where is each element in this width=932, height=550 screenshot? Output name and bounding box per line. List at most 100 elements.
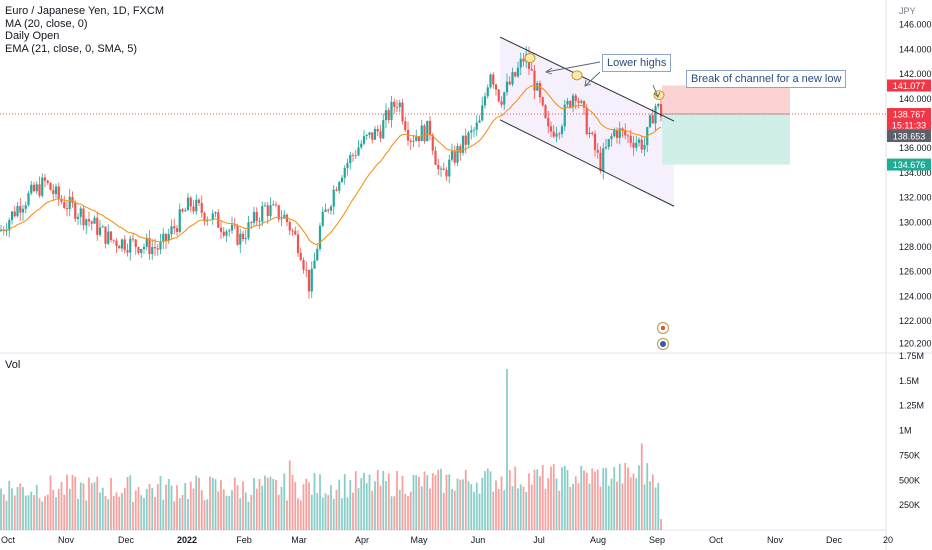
volume-bar xyxy=(231,490,233,530)
volume-bar xyxy=(79,482,82,530)
candle-body xyxy=(272,204,275,206)
candle-body xyxy=(379,131,382,139)
ma-indicator-label[interactable]: MA (20, close, 0) xyxy=(5,17,88,30)
volume-bar xyxy=(393,496,396,530)
volume-bar xyxy=(195,475,198,530)
candle-body xyxy=(167,234,170,241)
candle-body xyxy=(478,120,481,123)
volume-bar xyxy=(638,465,640,530)
volume-bar xyxy=(192,488,195,530)
candle-body xyxy=(621,128,624,131)
price-axis-currency: JPY xyxy=(899,6,916,16)
volume-bar xyxy=(118,496,121,530)
symbol-title[interactable]: Euro / Japanese Yen, 1D, FXCM xyxy=(5,5,164,17)
candle-body xyxy=(65,207,69,209)
volume-bar xyxy=(101,487,104,530)
volume-bar xyxy=(459,479,462,530)
arrow-to-high-1 xyxy=(545,61,601,73)
volume-bar xyxy=(649,481,651,530)
volume-bar xyxy=(24,495,27,530)
candle-body xyxy=(162,233,165,242)
candle-body xyxy=(610,136,613,140)
volume-bar xyxy=(404,493,407,530)
volume-bar xyxy=(349,480,352,530)
volume-bar xyxy=(341,498,343,530)
candle-body xyxy=(643,144,646,150)
candle-body xyxy=(505,81,509,93)
volume-bar xyxy=(63,494,66,530)
candle-body xyxy=(24,205,27,209)
volume-bar xyxy=(214,479,217,530)
candle-body xyxy=(85,219,88,226)
candle-body xyxy=(560,126,564,134)
volume-bar xyxy=(181,494,184,530)
stop-loss-zone xyxy=(662,85,790,115)
volume-bar xyxy=(170,485,173,530)
candle-body xyxy=(437,164,440,170)
volume-bar xyxy=(236,485,239,530)
candle-body xyxy=(654,106,657,124)
candle-body xyxy=(541,97,544,106)
candle-body xyxy=(500,101,503,105)
volume-bar xyxy=(448,474,451,530)
volume-bar xyxy=(286,500,288,530)
candle-body xyxy=(288,222,291,231)
candle-body xyxy=(46,180,49,183)
time-axis-tick: Mar xyxy=(291,535,307,545)
candle-body xyxy=(393,101,396,107)
candle-body xyxy=(591,132,594,134)
volume-bar xyxy=(429,488,431,530)
volume-bar xyxy=(112,495,115,530)
candle-body xyxy=(203,212,206,222)
candle-body xyxy=(459,146,462,153)
volume-label[interactable]: Vol xyxy=(5,359,21,371)
volume-bar xyxy=(280,486,283,530)
candle-body xyxy=(294,230,297,235)
candle-body xyxy=(417,136,421,141)
candle-body xyxy=(376,128,379,132)
candle-body xyxy=(489,74,492,88)
candle-body xyxy=(156,248,159,250)
candle-body xyxy=(316,248,319,261)
candle-body xyxy=(626,135,630,137)
volume-bar xyxy=(38,498,41,530)
price-tag-countdown: 15:11:33 xyxy=(892,121,926,131)
event-icon-dot xyxy=(660,341,666,347)
price-tag-countdown-bg xyxy=(887,119,931,132)
candle-body xyxy=(538,82,542,98)
candle-body xyxy=(0,229,3,231)
volume-bar xyxy=(110,477,112,530)
candle-body xyxy=(291,230,294,232)
daily-open-indicator-label[interactable]: Daily Open xyxy=(5,30,60,42)
volume-bar xyxy=(228,495,231,530)
volume-bar xyxy=(49,475,52,530)
candle-body xyxy=(19,205,22,213)
candle-body xyxy=(360,143,363,148)
candle-body xyxy=(533,70,536,91)
candle-body xyxy=(618,128,621,138)
ema-indicator-label[interactable]: EMA (21, close, 0, SMA, 5) xyxy=(5,42,138,55)
candle-body xyxy=(574,95,577,102)
candle-body xyxy=(409,140,412,142)
candle-body xyxy=(277,205,280,220)
channel-upper-line xyxy=(499,36,675,122)
time-axis-tick: Feb xyxy=(236,535,252,545)
annotation-break-of-channel[interactable]: Break of channel for a new low xyxy=(686,70,847,88)
candle-body xyxy=(263,205,267,207)
volume-bar xyxy=(654,487,657,530)
candle-body xyxy=(239,233,242,245)
candle-body xyxy=(219,227,223,232)
candle-body xyxy=(338,182,341,191)
price-axis-tick: 144.000 xyxy=(899,44,932,54)
candle-body xyxy=(101,226,104,228)
candle-body xyxy=(126,250,129,253)
candle-body xyxy=(582,101,586,108)
candle-body xyxy=(228,230,231,232)
volume-bar xyxy=(514,466,517,530)
volume-bar xyxy=(511,486,514,530)
annotation-lower-highs[interactable]: Lower highs xyxy=(602,54,672,72)
event-icon-dot xyxy=(660,325,666,331)
candle-body xyxy=(30,184,33,194)
price-axis-tick: 134.000 xyxy=(899,168,932,178)
